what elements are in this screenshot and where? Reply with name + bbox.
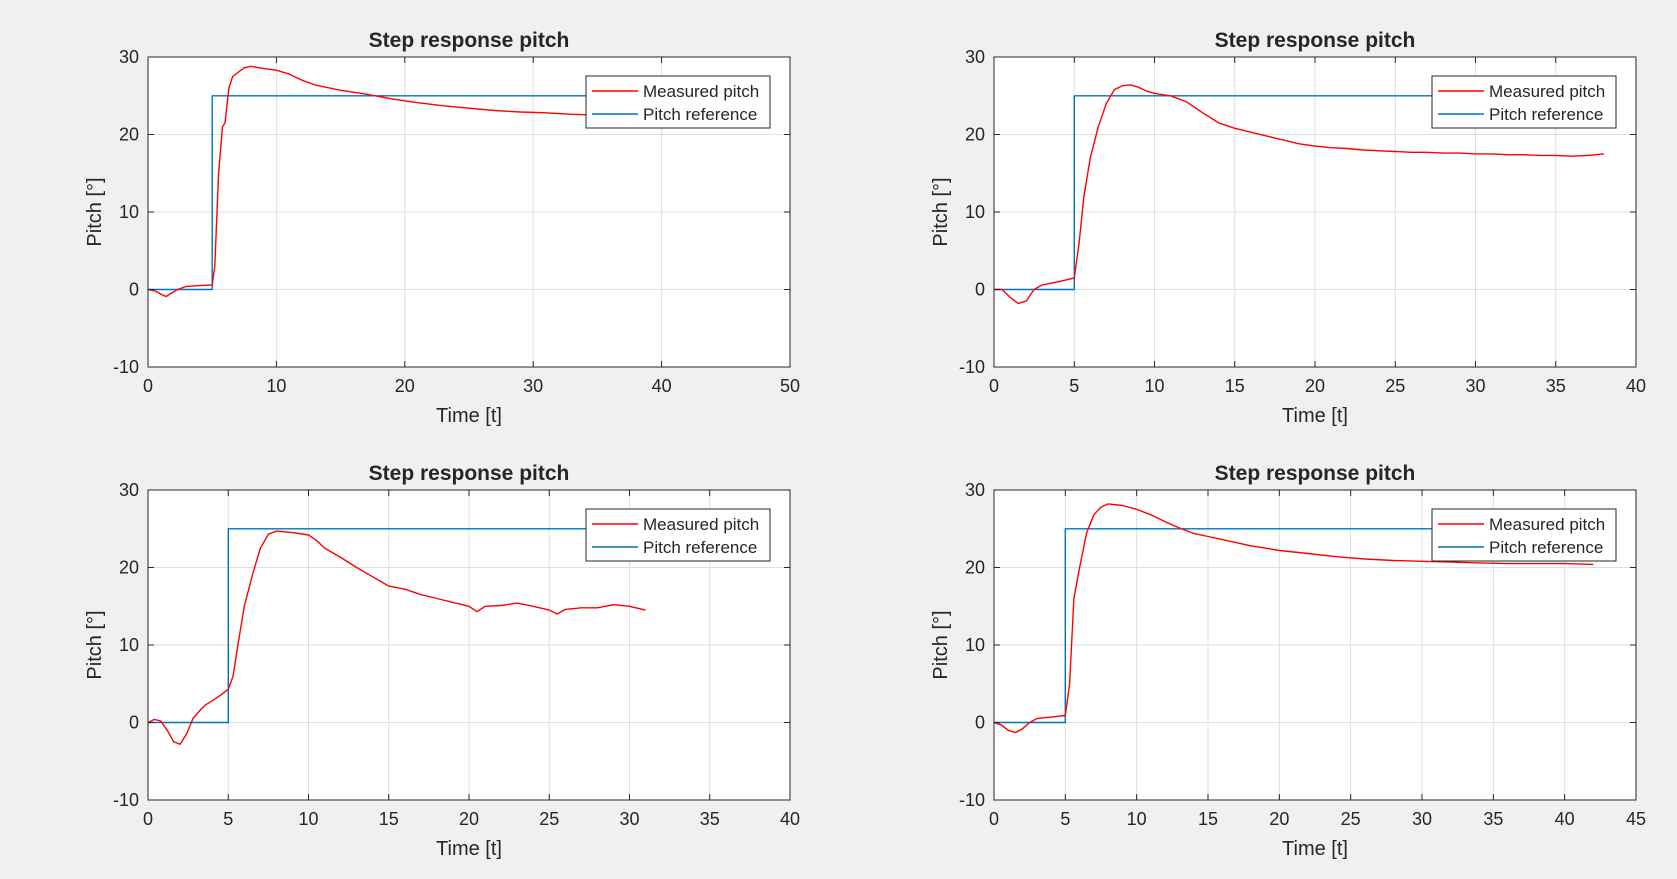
legend-box (585, 508, 771, 562)
chart-title: Step response pitch (369, 29, 570, 52)
chart-title: Step response pitch (369, 462, 570, 485)
y-tick-label: 20 (119, 558, 139, 578)
x-tick-label: 25 (1341, 809, 1361, 829)
measured-pitch-line (994, 84, 1604, 305)
x-tick-label: 15 (1225, 376, 1245, 396)
y-tick-label: 30 (965, 480, 985, 500)
x-tick-label: 35 (1546, 376, 1566, 396)
legend-box (585, 75, 771, 129)
x-tick-label: 10 (298, 809, 318, 829)
y-tick-label: 10 (119, 202, 139, 222)
legend-box (1431, 75, 1617, 129)
legend-entry: Measured pitch (1489, 515, 1605, 534)
y-tick-label: 10 (119, 635, 139, 655)
x-tick-label: 30 (1465, 376, 1485, 396)
pitch-reference-line (148, 95, 598, 291)
x-tick-label: 35 (700, 809, 720, 829)
x-tick-label: 15 (1198, 809, 1218, 829)
legend-entry: Pitch reference (643, 538, 757, 557)
x-tick-label: 30 (1412, 809, 1432, 829)
x-tick-label: 50 (780, 376, 800, 396)
x-tick-label: 25 (539, 809, 559, 829)
y-axis-label: Pitch [°] (84, 177, 106, 246)
y-tick-label: 30 (965, 47, 985, 67)
legend-entry: Measured pitch (1489, 82, 1605, 101)
x-tick-label: 20 (395, 376, 415, 396)
legend-entry: Pitch reference (1489, 105, 1603, 124)
measured-pitch-line (148, 530, 646, 745)
y-tick-label: 30 (119, 47, 139, 67)
y-tick-label: -10 (959, 357, 985, 377)
x-tick-label: 20 (1269, 809, 1289, 829)
x-tick-label: 5 (1060, 809, 1070, 829)
y-axis-label: Pitch [°] (84, 610, 106, 679)
legend: Measured pitch Pitch reference (585, 508, 771, 562)
x-tick-label: 5 (223, 809, 233, 829)
legend: Measured pitch Pitch reference (1431, 75, 1617, 129)
y-tick-label: 0 (129, 713, 139, 733)
x-tick-label: 40 (652, 376, 672, 396)
legend-entry: Pitch reference (643, 105, 757, 124)
y-tick-label: 20 (965, 558, 985, 578)
y-tick-label: -10 (113, 790, 139, 810)
y-tick-label: 0 (975, 713, 985, 733)
measured-pitch-line (994, 503, 1594, 734)
measured-pitch-line (148, 65, 598, 298)
x-tick-label: 0 (989, 809, 999, 829)
x-tick-label: 40 (1555, 809, 1575, 829)
x-tick-label: 40 (1626, 376, 1646, 396)
legend-entry: Measured pitch (643, 82, 759, 101)
legend-box (1431, 508, 1617, 562)
x-tick-label: 0 (143, 809, 153, 829)
x-tick-label: 40 (780, 809, 800, 829)
y-tick-label: 0 (129, 280, 139, 300)
x-tick-label: 30 (619, 809, 639, 829)
y-tick-label: 30 (119, 480, 139, 500)
y-tick-label: 20 (119, 125, 139, 145)
legend-entry: Pitch reference (1489, 538, 1603, 557)
chart-title: Step response pitch (1215, 29, 1416, 52)
x-tick-label: 20 (1305, 376, 1325, 396)
x-tick-label: 25 (1385, 376, 1405, 396)
x-tick-label: 45 (1626, 809, 1646, 829)
x-tick-label: 15 (379, 809, 399, 829)
x-axis-label: Time [t] (436, 405, 502, 427)
x-tick-label: 35 (1483, 809, 1503, 829)
legend: Measured pitch Pitch reference (1431, 508, 1617, 562)
pitch-reference-line (148, 528, 646, 724)
chart-title: Step response pitch (1215, 462, 1416, 485)
legend: Measured pitch Pitch reference (585, 75, 771, 129)
x-tick-label: 0 (989, 376, 999, 396)
y-axis-label: Pitch [°] (930, 610, 952, 679)
y-tick-label: 10 (965, 202, 985, 222)
x-tick-label: 10 (266, 376, 286, 396)
x-tick-label: 5 (1069, 376, 1079, 396)
legend-entry: Measured pitch (643, 515, 759, 534)
y-tick-label: -10 (113, 357, 139, 377)
x-tick-label: 0 (143, 376, 153, 396)
x-tick-label: 20 (459, 809, 479, 829)
y-tick-label: 10 (965, 635, 985, 655)
x-tick-label: 10 (1127, 809, 1147, 829)
y-axis-label: Pitch [°] (930, 177, 952, 246)
x-tick-label: 10 (1144, 376, 1164, 396)
x-tick-label: 30 (523, 376, 543, 396)
y-tick-label: 0 (975, 280, 985, 300)
x-axis-label: Time [t] (1282, 838, 1348, 860)
y-tick-label: -10 (959, 790, 985, 810)
x-axis-label: Time [t] (1282, 405, 1348, 427)
x-axis-label: Time [t] (436, 838, 502, 860)
y-tick-label: 20 (965, 125, 985, 145)
